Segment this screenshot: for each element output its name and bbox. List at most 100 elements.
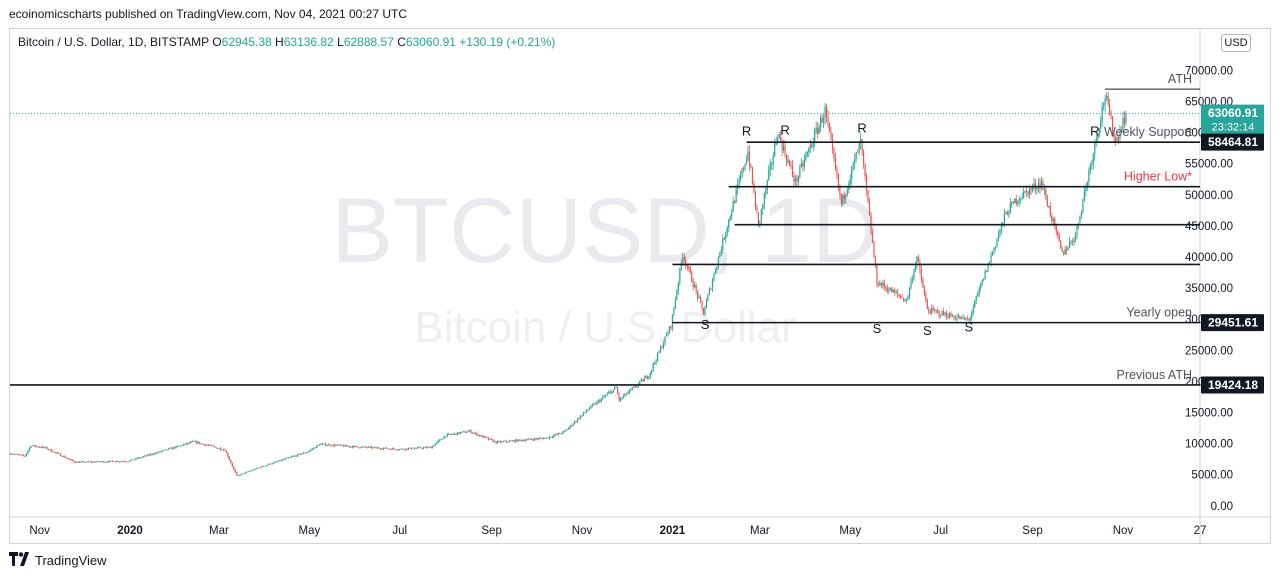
candle-body <box>55 452 57 453</box>
candle-body <box>236 472 238 476</box>
candle-body <box>1000 223 1003 230</box>
candle-body <box>645 376 647 379</box>
change-value: +130.19 (+0.21%) <box>459 35 556 49</box>
candle-body <box>563 431 565 432</box>
candle-body <box>618 393 620 401</box>
candle-body <box>218 448 220 449</box>
candle-body <box>962 316 964 318</box>
candle-body <box>1098 128 1100 135</box>
candle-body <box>43 446 45 448</box>
candle-body <box>880 282 882 286</box>
candle-body <box>791 166 794 176</box>
candle-body <box>732 201 734 212</box>
candle-body <box>283 459 285 461</box>
chart-frame <box>9 28 1271 544</box>
candle-body <box>44 447 47 448</box>
candle-body <box>243 473 245 475</box>
candle-body <box>774 143 776 157</box>
candle-body <box>27 450 29 454</box>
y-tick-label: 55000.00 <box>1185 159 1233 171</box>
candle-body <box>651 369 653 373</box>
candle-body <box>579 416 582 419</box>
candle-body <box>25 453 27 457</box>
candle-body <box>116 461 118 462</box>
candle-body <box>600 398 602 402</box>
candle-body <box>493 441 496 443</box>
candle-body <box>101 461 103 463</box>
candle-body <box>1074 234 1077 241</box>
candle-body <box>686 265 688 268</box>
candle-body <box>817 128 819 134</box>
candle-body <box>95 461 97 463</box>
candle-body <box>111 460 113 462</box>
candle-body <box>781 140 783 151</box>
candle-body <box>415 448 417 449</box>
candle-body <box>193 441 195 443</box>
candle-body <box>654 362 656 364</box>
high-value: 63136.82 <box>283 35 334 49</box>
candle-body <box>15 454 17 455</box>
candle-body <box>289 457 291 458</box>
candle-body <box>908 287 911 296</box>
candle-body <box>323 443 325 445</box>
candle-body <box>237 475 239 476</box>
candle-body <box>459 432 462 434</box>
candle-body <box>945 312 948 317</box>
candle-body <box>1091 163 1093 166</box>
candle-body <box>937 310 939 312</box>
candle-body <box>951 316 954 318</box>
tradingview-logo-icon <box>9 552 31 569</box>
candle-body <box>991 252 994 256</box>
candle-body <box>812 143 814 147</box>
candle-body <box>860 139 862 143</box>
candle-body <box>22 454 24 456</box>
candle-body <box>938 311 940 316</box>
candle-body <box>673 307 675 315</box>
candle-body <box>470 430 472 433</box>
candle-body <box>120 461 122 463</box>
candle-body <box>763 194 765 205</box>
candle-body <box>354 445 356 447</box>
candle-body <box>754 192 757 207</box>
open-label: O <box>212 35 222 49</box>
candle-body <box>805 155 807 160</box>
candle-body <box>649 372 651 378</box>
candle-body <box>21 454 23 456</box>
candle-body <box>705 300 708 309</box>
currency-button[interactable]: USD <box>1221 34 1251 52</box>
candle-body <box>153 454 155 456</box>
candle-body <box>425 447 428 448</box>
candle-body <box>221 449 223 451</box>
candle-body <box>739 176 742 180</box>
candle-body <box>854 158 856 164</box>
candle-body <box>219 448 222 450</box>
x-tick-label: Jul <box>392 525 407 537</box>
candle-body <box>190 441 192 444</box>
price-label-bg <box>1201 376 1264 394</box>
candle-body <box>227 452 229 457</box>
candle-body <box>885 286 887 289</box>
candle-body <box>713 273 715 281</box>
candle-body <box>948 313 951 319</box>
candle-body <box>658 351 660 353</box>
candle-body <box>434 443 436 446</box>
candle-body <box>322 443 324 445</box>
candle-body <box>648 377 650 379</box>
candle-body <box>999 229 1001 236</box>
candle-body <box>602 396 604 399</box>
candle-body <box>335 445 337 446</box>
candle-body <box>544 438 546 439</box>
candle-body <box>30 446 32 448</box>
candle-body <box>993 247 995 253</box>
candle-body <box>1009 203 1011 214</box>
candle-body <box>34 445 36 447</box>
candle-body <box>636 386 638 387</box>
candle-body <box>148 454 150 456</box>
candle-body <box>514 439 516 442</box>
candle-body <box>206 444 208 446</box>
candle-body <box>827 117 829 124</box>
annotation-r: R <box>1090 124 1099 139</box>
candle-body <box>18 454 20 456</box>
candle-body <box>528 438 530 440</box>
